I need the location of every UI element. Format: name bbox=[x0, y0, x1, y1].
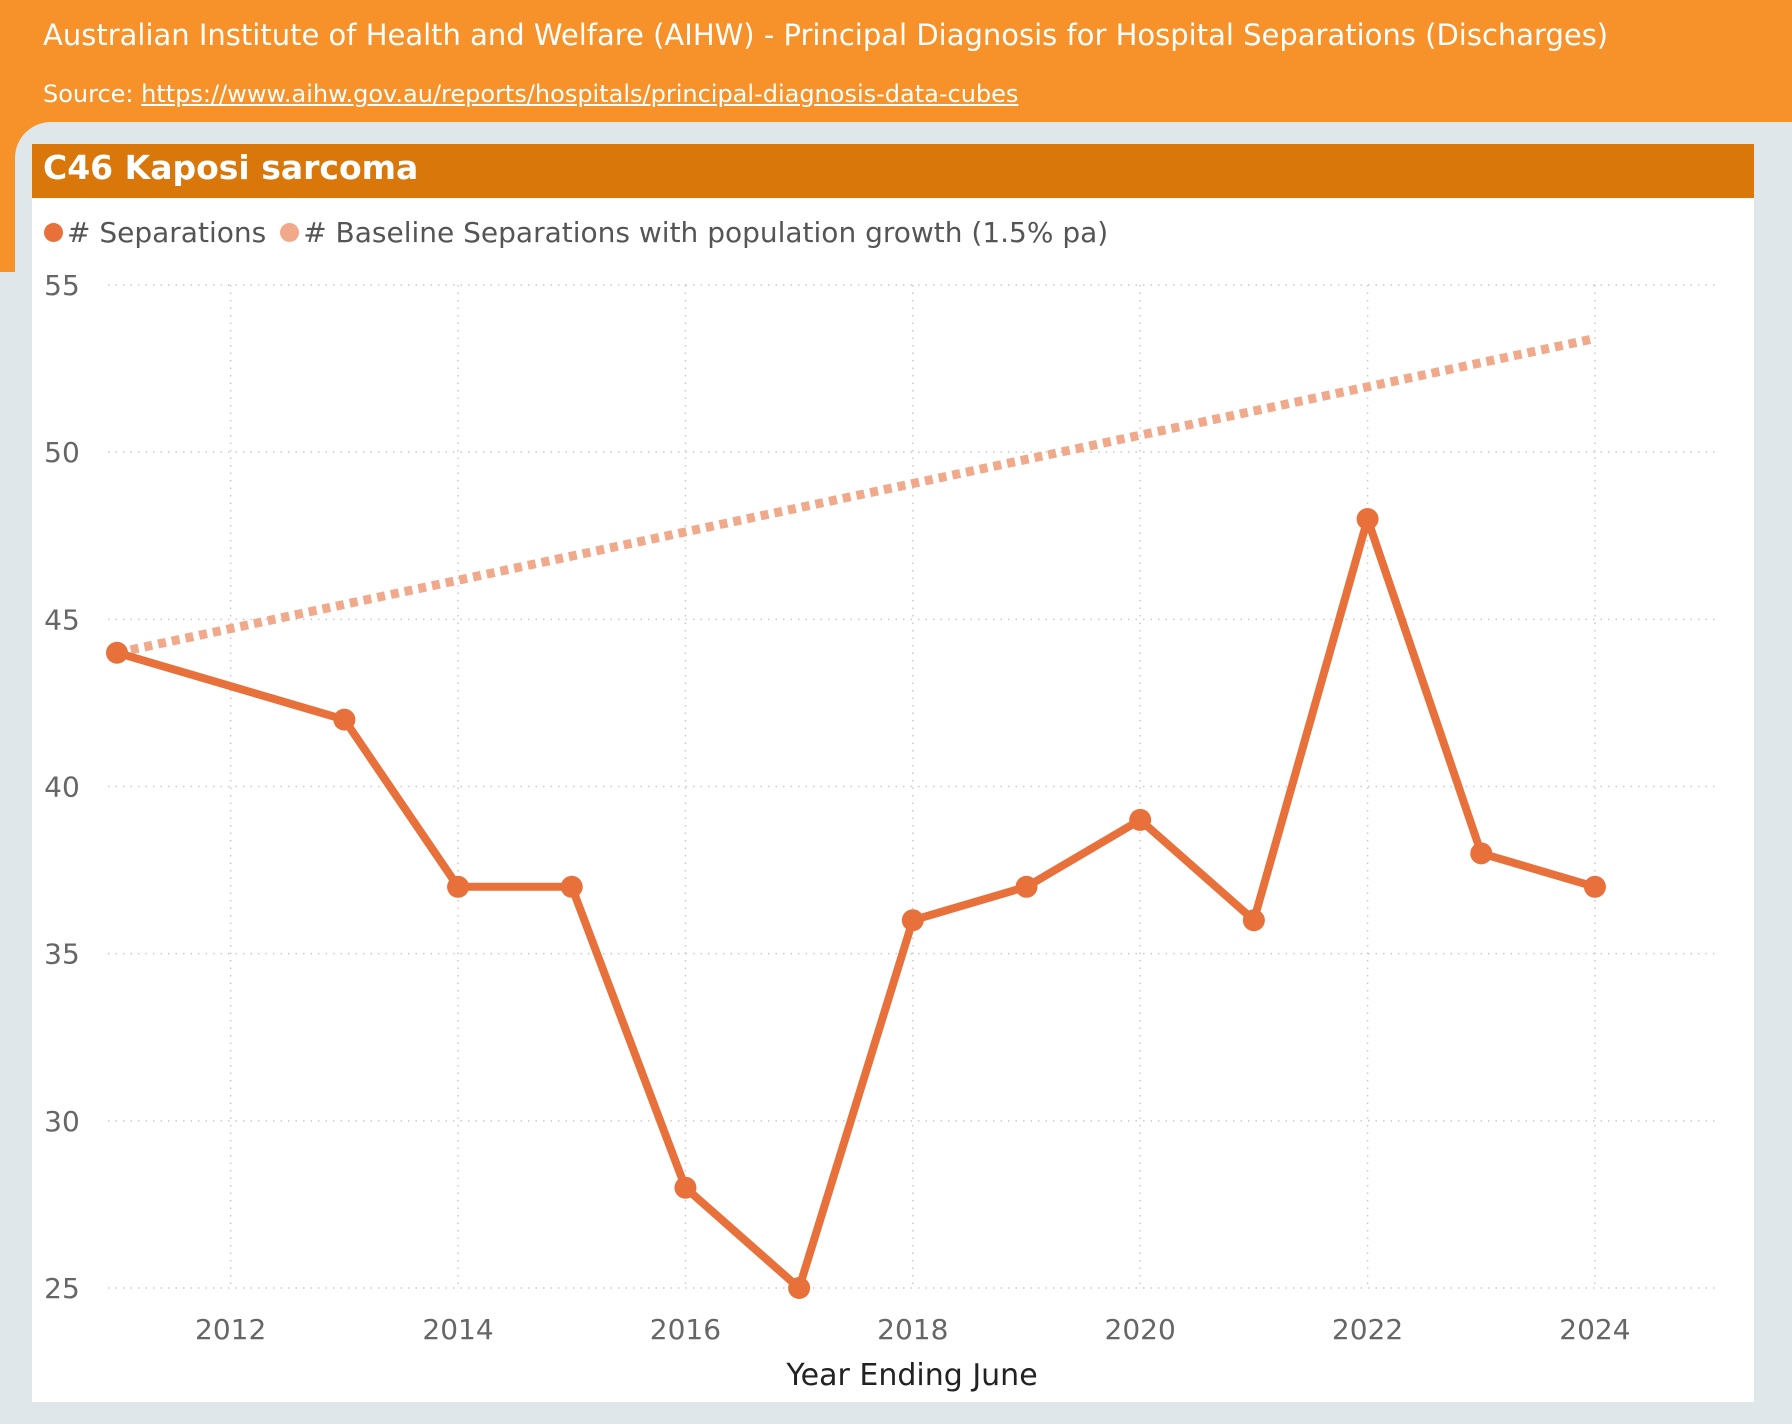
legend-marker-separations bbox=[44, 222, 63, 242]
chart-title-bar bbox=[32, 144, 1754, 198]
data-point-2013[interactable] bbox=[333, 708, 356, 731]
x-tick-label: 2018 bbox=[877, 1313, 948, 1346]
y-tick-label: 50 bbox=[44, 436, 80, 469]
data-point-2024[interactable] bbox=[1583, 875, 1606, 898]
y-tick-label: 25 bbox=[44, 1272, 80, 1305]
chart-panel bbox=[32, 144, 1754, 1402]
source-label: Source: bbox=[43, 80, 134, 108]
legend-label-separations: # Separations bbox=[67, 215, 267, 249]
x-tick-label: 2022 bbox=[1332, 1313, 1403, 1346]
series-line-baseline bbox=[116, 334, 1596, 658]
x-tick-label: 2020 bbox=[1105, 1313, 1176, 1346]
legend-item-separations[interactable]: # Separations bbox=[44, 216, 266, 249]
data-point-2022[interactable] bbox=[1356, 508, 1379, 531]
data-point-2023[interactable] bbox=[1470, 842, 1493, 865]
y-tick-label: 45 bbox=[44, 603, 80, 636]
y-tick-label: 35 bbox=[44, 938, 80, 971]
series-line-separations bbox=[113, 515, 1599, 1292]
legend-label-baseline: # Baseline Separations with population g… bbox=[303, 215, 1109, 249]
x-axis-title: Year Ending June bbox=[785, 1358, 1037, 1393]
x-tick-label: 2016 bbox=[650, 1313, 721, 1346]
y-tick-label: 30 bbox=[44, 1105, 80, 1138]
source-link[interactable]: https://www.aihw.gov.au/reports/hospital… bbox=[141, 80, 1019, 108]
data-point-2020[interactable] bbox=[1129, 808, 1152, 831]
chart-legend: # Separations # Baseline Separations wit… bbox=[44, 212, 1122, 252]
legend-item-baseline[interactable]: # Baseline Separations with population g… bbox=[280, 216, 1108, 249]
data-point-2014[interactable] bbox=[447, 875, 470, 898]
data-point-2017[interactable] bbox=[788, 1277, 811, 1299]
data-point-2018[interactable] bbox=[901, 909, 924, 932]
data-point-2011[interactable] bbox=[106, 641, 128, 664]
data-point-2021[interactable] bbox=[1242, 909, 1265, 932]
data-point-2016[interactable] bbox=[674, 1176, 697, 1199]
x-tick-label: 2024 bbox=[1559, 1313, 1630, 1346]
x-tick-label: 2012 bbox=[195, 1313, 266, 1346]
y-tick-label: 55 bbox=[44, 269, 80, 302]
data-point-2015[interactable] bbox=[560, 875, 583, 898]
x-tick-label: 2014 bbox=[422, 1313, 493, 1346]
legend-marker-baseline bbox=[280, 222, 300, 242]
chart-title: C46 Kaposi sarcoma bbox=[43, 148, 419, 187]
source-line: Source: https://www.aihw.gov.au/reports/… bbox=[43, 80, 1018, 108]
report-title: Australian Institute of Health and Welfa… bbox=[43, 18, 1609, 52]
data-point-2019[interactable] bbox=[1015, 875, 1038, 898]
y-tick-label: 40 bbox=[44, 771, 80, 804]
